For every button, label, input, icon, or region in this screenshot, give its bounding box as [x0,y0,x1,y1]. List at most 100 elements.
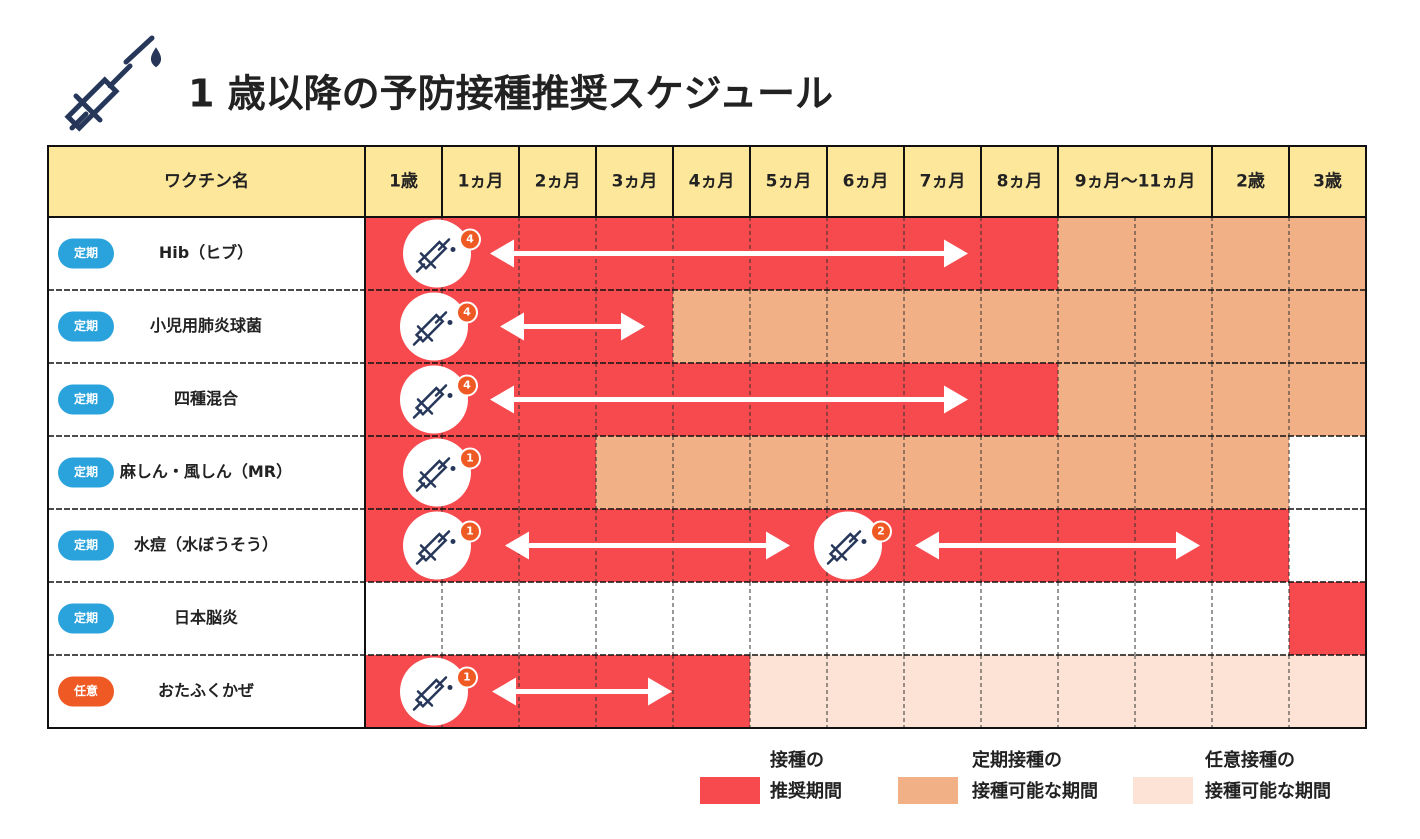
legend-label: 任意接種の [1204,749,1295,771]
dose-circle [403,438,471,507]
syringe-part [416,325,434,342]
period-cell [1289,582,1366,655]
period-cell [904,436,981,509]
period-cell [1289,509,1366,582]
period-cell [750,436,827,509]
syringe-part [416,690,434,707]
dose-badge [456,301,478,324]
dose-count: 1 [463,671,471,684]
header-cell: 6ヵ月 [843,172,889,192]
header-cell: 3歳 [1313,171,1342,192]
period-cell [1212,363,1289,436]
title: 1 歳以降の予防接種推奨スケジュール [188,72,833,116]
dose-badge [870,520,892,543]
syringe-part [848,530,862,543]
legend-label: 接種の [770,749,824,771]
period-cell [673,436,750,509]
legend-label: 接種可能な期間 [972,780,1098,802]
syringe-part [437,457,451,470]
tag-label: 定期 [74,537,98,552]
tag [58,530,114,561]
period-cell [1212,436,1289,509]
period-cell [904,582,981,655]
period-cell [673,290,750,363]
period-cell [1058,217,1135,290]
period-cell [1135,436,1212,509]
syringe-icon [826,530,867,565]
dose-badge [459,520,481,543]
period-cell [981,655,1058,728]
period-cell [365,582,442,655]
legend-swatch [700,777,760,804]
period-cell [981,290,1058,363]
syringe-icon [412,311,453,346]
tag [58,457,114,488]
header-cell: 9ヵ月～11ヵ月 [1075,172,1196,192]
tag-label: 定期 [74,610,98,625]
dose-badge [459,228,481,251]
tag-label: 定期 [74,391,98,406]
period-cell [1058,290,1135,363]
header-cell: 5ヵ月 [766,172,812,192]
syringe-drop [447,393,453,398]
vaccine-name: おたふくかぜ [158,681,254,700]
syringe-part [419,544,437,561]
period-cell [904,290,981,363]
period-cell [981,436,1058,509]
header-cell: 7ヵ月 [920,172,966,192]
tag-label: 定期 [74,318,98,333]
period-cell [1212,290,1289,363]
syringe-part [434,311,448,324]
period-cell [1135,582,1212,655]
dose-circle [403,219,471,288]
table-border [47,145,1367,729]
period-cell [1135,290,1212,363]
legend-label: 定期接種の [972,749,1062,771]
vaccine-name: 四種混合 [174,389,239,408]
period-cell [1058,436,1135,509]
dose-count: 1 [466,452,474,465]
vaccine-name: 小児用肺炎球菌 [150,316,262,335]
vaccine-name: 日本脳炎 [174,608,238,627]
legend-swatch [898,777,958,804]
tag-label: 定期 [74,245,98,260]
period-cell [1289,436,1366,509]
vaccine-name: 水痘（水ぼうそう） [134,535,278,554]
syringe-part [830,544,848,561]
period-cell [442,582,519,655]
syringe-icon [412,384,453,419]
period-cell [1212,509,1289,582]
syringe-part [419,252,437,269]
syringe-part [434,384,448,397]
period-cell [1135,363,1212,436]
period-cell [1289,655,1366,728]
header-bg [48,146,1366,217]
dose-count: 4 [466,233,474,246]
syringe-drop [450,539,456,544]
syringe-part [437,530,451,543]
syringe-icon [415,238,456,273]
syringe-drop [447,685,453,690]
syringe-part [416,398,434,415]
syringe-icon [415,530,456,565]
period-cell [981,363,1058,436]
dose-circle [400,365,468,434]
legend-label: 推奨期間 [770,780,842,802]
period-cell [981,217,1058,290]
period-cell [827,582,904,655]
syringe-drop [861,539,867,544]
period-cell [827,655,904,728]
title-icon [64,35,161,132]
dose-circle [403,511,471,580]
period-cell [1289,290,1366,363]
period-cell [519,436,596,509]
header-cell: 3ヵ月 [612,172,658,192]
period-cell [827,290,904,363]
header-cell: 1歳 [389,171,418,192]
tag [58,311,114,342]
period-cell [1058,655,1135,728]
period-cell [981,582,1058,655]
period-cell [1058,363,1135,436]
syringe-icon [412,676,453,711]
